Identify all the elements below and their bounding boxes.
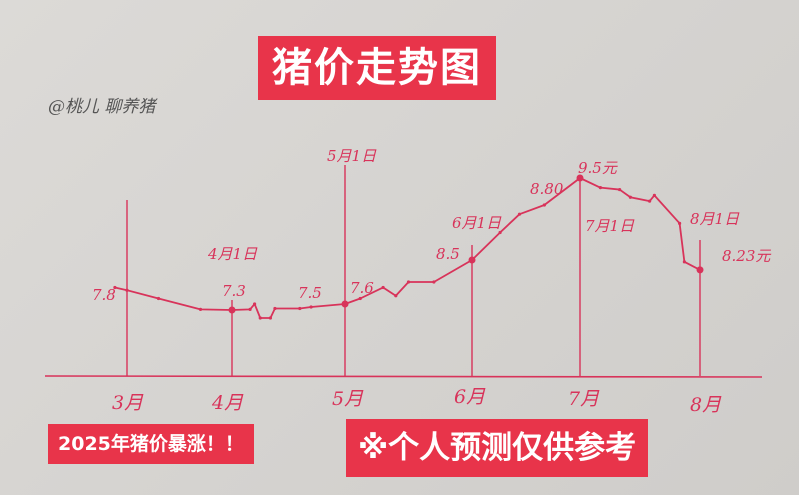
data-point bbox=[341, 300, 349, 308]
label-jun1: 6月1日 bbox=[452, 214, 502, 232]
data-point bbox=[228, 306, 236, 314]
data-point bbox=[381, 285, 385, 290]
label-7-8: 7.8 bbox=[92, 286, 116, 304]
data-point bbox=[517, 212, 522, 216]
data-point bbox=[248, 307, 252, 311]
author-signature: @桃儿 聊养猪 bbox=[48, 97, 156, 117]
x-tick-label-jun: 6月 bbox=[454, 386, 486, 408]
data-point bbox=[298, 306, 302, 311]
data-point bbox=[678, 221, 682, 225]
x-tick-label-jul: 7月 bbox=[568, 388, 600, 410]
data-point bbox=[273, 306, 277, 311]
data-point bbox=[268, 316, 273, 320]
data-point bbox=[468, 256, 476, 264]
x-tick-label-may: 5月 bbox=[332, 388, 364, 410]
label-8-80: 8.80 bbox=[530, 180, 564, 198]
label-8-5: 8.5 bbox=[436, 245, 460, 263]
label-apr1: 4月1日 bbox=[208, 245, 258, 263]
data-point bbox=[198, 307, 203, 311]
x-tick-label-aug: 8月 bbox=[690, 394, 722, 416]
price-line bbox=[114, 177, 701, 319]
x-tick-label-mar: 3月 bbox=[112, 392, 144, 414]
data-point bbox=[113, 285, 117, 290]
data-point bbox=[406, 280, 411, 284]
data-point bbox=[542, 203, 546, 207]
data-point bbox=[309, 305, 313, 309]
banner-disclaimer: ※个人预测仅供参考 bbox=[346, 419, 649, 477]
banner-price-surge: 2025年猪价暴涨！！ bbox=[48, 424, 254, 464]
data-point bbox=[394, 294, 398, 298]
label-7-5: 7.5 bbox=[298, 284, 322, 302]
data-point bbox=[648, 199, 652, 203]
x-tick-label-apr: 4月 bbox=[212, 392, 244, 414]
data-point bbox=[358, 296, 362, 301]
data-point bbox=[258, 316, 262, 320]
x-axis-line bbox=[44, 375, 763, 378]
label-may1: 5月1日 bbox=[327, 147, 377, 165]
data-point bbox=[156, 296, 161, 301]
label-peak: 9.5元 bbox=[578, 159, 617, 177]
data-point bbox=[598, 186, 603, 190]
label-7-6: 7.6 bbox=[350, 279, 374, 297]
data-point bbox=[253, 302, 257, 306]
label-8-23: 8.23元 bbox=[722, 247, 771, 265]
data-point bbox=[125, 288, 129, 292]
label-aug1: 8月1日 bbox=[690, 210, 740, 228]
label-jul1: 7月1日 bbox=[585, 217, 635, 235]
data-point bbox=[628, 195, 633, 199]
data-point bbox=[498, 230, 502, 235]
data-point bbox=[618, 187, 622, 192]
data-point bbox=[432, 280, 436, 284]
data-point bbox=[696, 266, 704, 274]
data-point bbox=[652, 193, 657, 197]
chart-title: 猪价走势图 bbox=[258, 36, 496, 100]
data-point bbox=[576, 174, 584, 182]
label-7-3: 7.3 bbox=[222, 282, 246, 300]
data-point bbox=[682, 260, 687, 264]
